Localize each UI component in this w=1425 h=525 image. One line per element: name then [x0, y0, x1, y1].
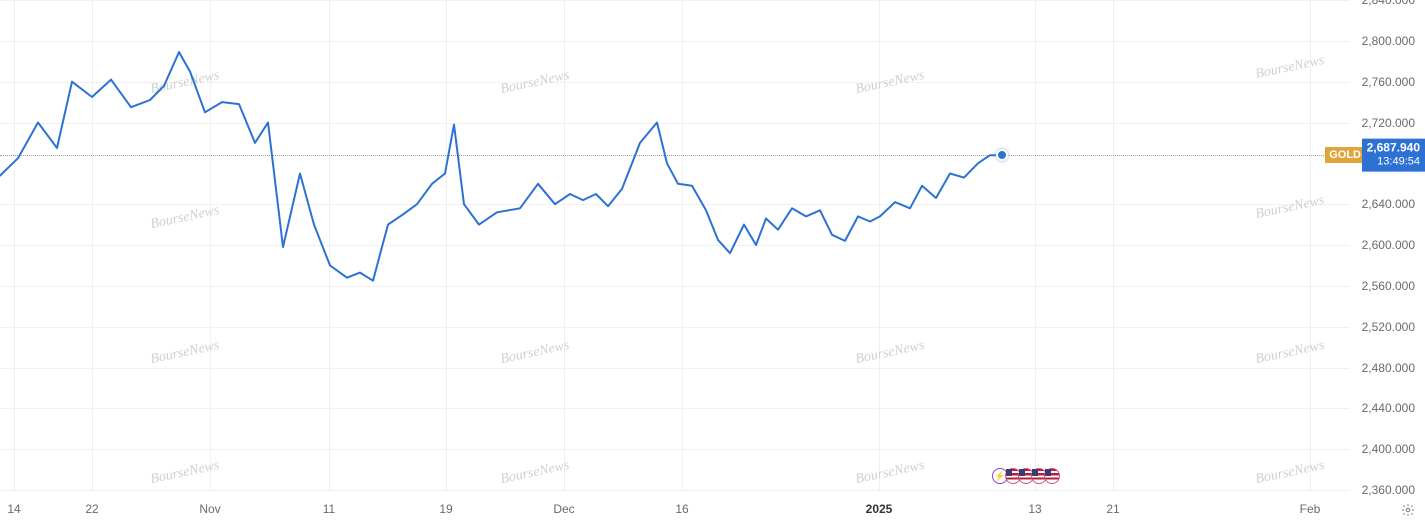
- y-tick-label: 2,400.000: [1362, 442, 1415, 456]
- y-tick-label: 2,720.000: [1362, 116, 1415, 130]
- x-tick-label: 13: [1028, 502, 1041, 516]
- symbol-tag: GOLD: [1325, 147, 1365, 163]
- last-price-badge: 2,687.94013:49:54: [1362, 139, 1425, 172]
- price-line-chart: [0, 0, 1350, 490]
- y-tick-label: 2,840.000: [1362, 0, 1415, 7]
- x-tick-label: 22: [85, 502, 98, 516]
- x-tick-label: Nov: [199, 502, 220, 516]
- last-price-point: [996, 149, 1008, 161]
- x-tick-label: 16: [675, 502, 688, 516]
- x-tick-label: 14: [7, 502, 20, 516]
- y-tick-label: 2,600.000: [1362, 238, 1415, 252]
- x-tick-label: 2025: [866, 502, 893, 516]
- x-tick-label: Feb: [1300, 502, 1321, 516]
- y-axis: 2,840.000 2,800.000 2,760.000 2,720.000 2,64…: [1350, 0, 1425, 490]
- chart-container: BourseNewsBourseNewsBourseNewsBourseNews…: [0, 0, 1425, 525]
- flag-icon[interactable]: [1044, 468, 1060, 484]
- x-axis: 14 22 Nov 11 19 Dec 16 2025 13 21 Feb: [0, 490, 1350, 525]
- x-tick-label: 21: [1106, 502, 1119, 516]
- plot-area[interactable]: BourseNewsBourseNewsBourseNewsBourseNews…: [0, 0, 1350, 490]
- x-tick-label: 11: [323, 502, 335, 516]
- x-tick-label: 19: [439, 502, 452, 516]
- y-tick-label: 2,480.000: [1362, 361, 1415, 375]
- y-tick-label: 2,560.000: [1362, 279, 1415, 293]
- y-tick-label: 2,640.000: [1362, 197, 1415, 211]
- y-tick-label: 2,800.000: [1362, 34, 1415, 48]
- event-icons-row: ⚡: [995, 468, 1060, 484]
- last-price-value: 2,687.94013:49:54: [1362, 139, 1425, 172]
- y-tick-label: 2,440.000: [1362, 401, 1415, 415]
- y-tick-label: 2,360.000: [1362, 483, 1415, 497]
- y-tick-label: 2,520.000: [1362, 320, 1415, 334]
- y-tick-label: 2,760.000: [1362, 75, 1415, 89]
- x-tick-label: Dec: [553, 502, 574, 516]
- gear-icon[interactable]: [1401, 503, 1415, 517]
